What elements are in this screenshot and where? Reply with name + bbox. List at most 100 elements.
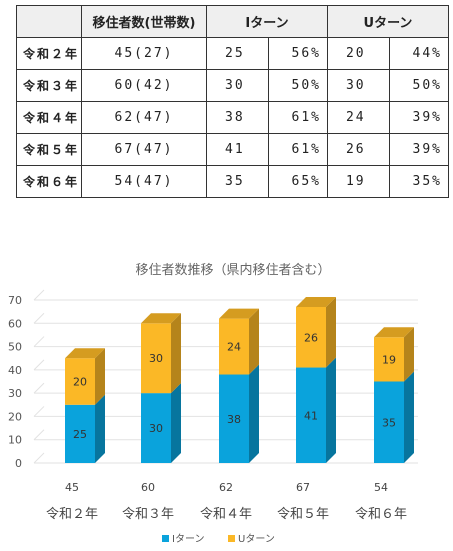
- legend-label: Uターン: [238, 533, 275, 545]
- legend-label: Iターン: [172, 533, 204, 545]
- data-label: 26: [304, 331, 318, 344]
- data-label: 38: [227, 413, 241, 426]
- table-cell-movers: 54(47): [81, 165, 207, 198]
- data-label: 20: [73, 376, 87, 389]
- table-header-iturn: Iターン: [206, 5, 328, 38]
- data-label: 41: [304, 409, 318, 422]
- bar-segment: [141, 393, 171, 463]
- bar-side: [171, 383, 181, 463]
- bar-top: [296, 296, 336, 307]
- table-row: 令和６年 54(47) 35 65% 19 35%: [16, 165, 449, 198]
- bar-segment: [374, 337, 404, 382]
- bar-segment: [65, 404, 95, 463]
- bar-side: [404, 371, 414, 463]
- bar-side: [95, 394, 105, 463]
- table-cell-i-pct: 56%: [268, 37, 328, 70]
- chart-title: 移住者数推移（県内移住者含む）: [135, 262, 330, 278]
- table-cell-year: 令和３年: [16, 69, 82, 102]
- table-cell-i-count: 25: [205, 37, 270, 70]
- table-cell-i-pct: 61%: [268, 101, 328, 134]
- bar-top: [219, 308, 259, 319]
- table-cell-year: 令和６年: [16, 165, 82, 198]
- table-cell-u-pct: 39%: [389, 133, 449, 166]
- data-label: 24: [227, 341, 241, 354]
- data-label: 30: [149, 352, 163, 365]
- table-cell-movers: 60(42): [81, 69, 207, 102]
- table-header-row: 移住者数(世帯数) Iターン Uターン: [16, 5, 450, 38]
- table-cell-u-pct: 44%: [389, 37, 449, 70]
- y-tick-label: 20: [8, 410, 22, 423]
- table-cell-movers: 45(27): [81, 37, 207, 70]
- gridline-depth: [33, 359, 45, 371]
- bar-top: [65, 348, 105, 359]
- table-cell-i-pct: 61%: [268, 133, 328, 166]
- bar-side: [249, 364, 259, 463]
- table-cell-u-count: 24: [326, 101, 391, 134]
- table-cell-u-count: 20: [326, 37, 391, 70]
- bar-segment: [296, 306, 326, 368]
- table-cell-i-count: 30: [205, 69, 270, 102]
- table-header-movers: 移住者数(世帯数): [81, 5, 207, 38]
- table-cell-movers: 67(47): [81, 133, 207, 166]
- y-tick-label: 0: [15, 457, 22, 470]
- gridline-depth: [33, 382, 45, 394]
- y-tick-label: 30: [8, 387, 22, 400]
- y-tick-label: 70: [8, 294, 22, 307]
- legend-swatch: [228, 535, 235, 542]
- table-cell-year: 令和４年: [16, 101, 82, 134]
- stats-table: 移住者数(世帯数) Iターン Uターン 令和２年 45(27) 25 56% 20 44%…: [16, 5, 450, 198]
- table-row: 令和５年 67(47) 41 61% 26 39%: [16, 133, 449, 166]
- bar-segment: [296, 367, 326, 463]
- bar-segment: [65, 358, 95, 405]
- bar-side: [326, 296, 336, 368]
- table-header-blank: [16, 5, 82, 38]
- data-label: 25: [73, 428, 87, 441]
- table-cell-i-count: 38: [205, 101, 270, 134]
- table-cell-i-count: 41: [205, 133, 270, 166]
- bar-top: [141, 313, 181, 324]
- table-header-uturn: Uターン: [326, 5, 450, 38]
- total-label: 60: [141, 481, 155, 494]
- table-cell-year: 令和５年: [16, 133, 82, 166]
- x-tick-label: 令和３年: [122, 507, 174, 522]
- data-label: 19: [382, 353, 396, 366]
- data-label: 30: [149, 422, 163, 435]
- data-label: 35: [382, 416, 396, 429]
- table-row: 令和２年 45(27) 25 56% 20 44%: [16, 37, 449, 70]
- y-tick-label: 40: [8, 364, 22, 377]
- gridline-depth: [33, 429, 45, 441]
- table-cell-movers: 62(47): [81, 101, 207, 134]
- table-cell-u-count: 19: [326, 165, 391, 198]
- bar-segment: [219, 374, 249, 463]
- table-row: 令和３年 60(42) 30 50% 30 50%: [16, 69, 449, 102]
- total-label: 67: [296, 481, 310, 494]
- y-tick-label: 50: [8, 341, 22, 354]
- table-cell-i-count: 35: [205, 165, 270, 198]
- total-label: 54: [374, 481, 388, 494]
- table-cell-year: 令和２年: [16, 37, 82, 70]
- bar-segment: [374, 381, 404, 463]
- gridline-depth: [33, 336, 45, 347]
- table-row: 令和４年 62(47) 38 61% 24 39%: [16, 101, 449, 134]
- table-cell-i-pct: 50%: [268, 69, 328, 102]
- table-cell-u-count: 26: [326, 133, 391, 166]
- bar-segment: [141, 323, 171, 394]
- bar-side: [171, 313, 181, 394]
- y-tick-label: 60: [8, 317, 22, 330]
- table-cell-u-count: 30: [326, 69, 391, 102]
- table-cell-u-pct: 39%: [389, 101, 449, 134]
- bar-side: [95, 348, 105, 405]
- bar-chart: 移住者数推移（県内移住者含む） 0 10 20 30 40 50 60 70 25 20 45 令和２年…: [8, 262, 418, 545]
- x-tick-label: 令和５年: [277, 507, 329, 522]
- y-tick-label: 10: [8, 434, 22, 447]
- bar-segment: [219, 318, 249, 375]
- bar-top: [374, 327, 414, 338]
- total-label: 62: [219, 481, 233, 494]
- bar-side: [249, 308, 259, 375]
- gridline-depth: [33, 452, 45, 464]
- table-cell-i-pct: 65%: [268, 165, 328, 198]
- gridline-depth: [33, 406, 45, 417]
- bar-side: [326, 357, 336, 463]
- legend-swatch: [162, 535, 169, 542]
- table-cell-u-pct: 50%: [389, 69, 449, 102]
